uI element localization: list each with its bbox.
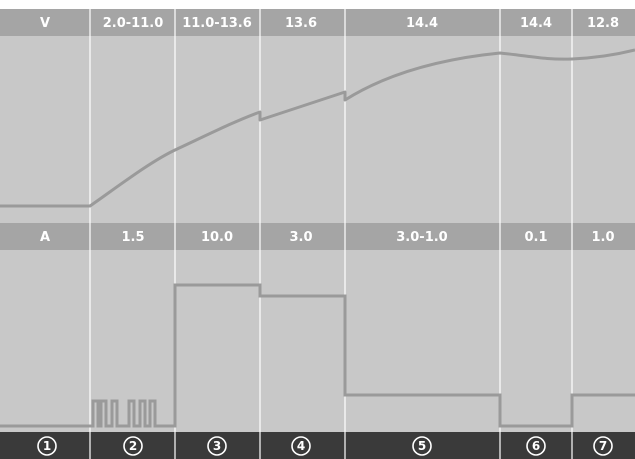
stage-marker-label: 5 (418, 439, 426, 453)
current-value-stage-5: 3.0-1.0 (396, 230, 447, 245)
stage-marker-circle (593, 436, 613, 456)
current-value-stage-4: 3.0 (289, 230, 312, 245)
stage-marker-circle (412, 436, 432, 456)
stage-marker-label: 6 (532, 439, 540, 453)
stage-marker-3: 3 (207, 436, 227, 456)
stage-marker-6: 6 (526, 436, 546, 456)
current-value-stage-7: 1.0 (591, 230, 614, 245)
stage-marker-7: 7 (593, 436, 613, 456)
voltage-value-stage-7: 12.8 (587, 16, 619, 31)
stage-marker-label: 7 (599, 439, 607, 453)
voltage-value-stage-2: 2.0-11.0 (103, 16, 164, 31)
stage-marker-circle (37, 436, 57, 456)
current-header-band (0, 223, 635, 250)
current-value-stage-2: 1.5 (121, 230, 144, 245)
current-curve (0, 283, 635, 428)
voltage-axis-label: V (40, 16, 50, 31)
stage-marker-circle (526, 436, 546, 456)
stage-marker-1: 1 (37, 436, 57, 456)
stage-marker-circle (123, 436, 143, 456)
top-border (0, 0, 635, 9)
stage-marker-5: 5 (412, 436, 432, 456)
voltage-header-band (0, 9, 635, 36)
stage-marker-4: 4 (291, 436, 311, 456)
stage-marker-circle (207, 436, 227, 456)
stage-number-band (0, 432, 635, 459)
current-value-stage-6: 0.1 (524, 230, 547, 245)
stage-marker-2: 2 (123, 436, 143, 456)
voltage-value-stage-4: 13.6 (285, 16, 317, 31)
voltage-value-stage-5: 14.4 (406, 16, 438, 31)
stage-marker-label: 4 (297, 439, 305, 453)
voltage-curve (0, 48, 635, 208)
stage-marker-label: 2 (129, 439, 137, 453)
stage-marker-label: 3 (213, 439, 221, 453)
stage-marker-circle (291, 436, 311, 456)
current-value-stage-3: 10.0 (201, 230, 233, 245)
current-axis-label: A (40, 230, 50, 245)
voltage-value-stage-3: 11.0-13.6 (182, 16, 252, 31)
voltage-value-stage-6: 14.4 (520, 16, 552, 31)
stage-marker-label: 1 (43, 439, 51, 453)
